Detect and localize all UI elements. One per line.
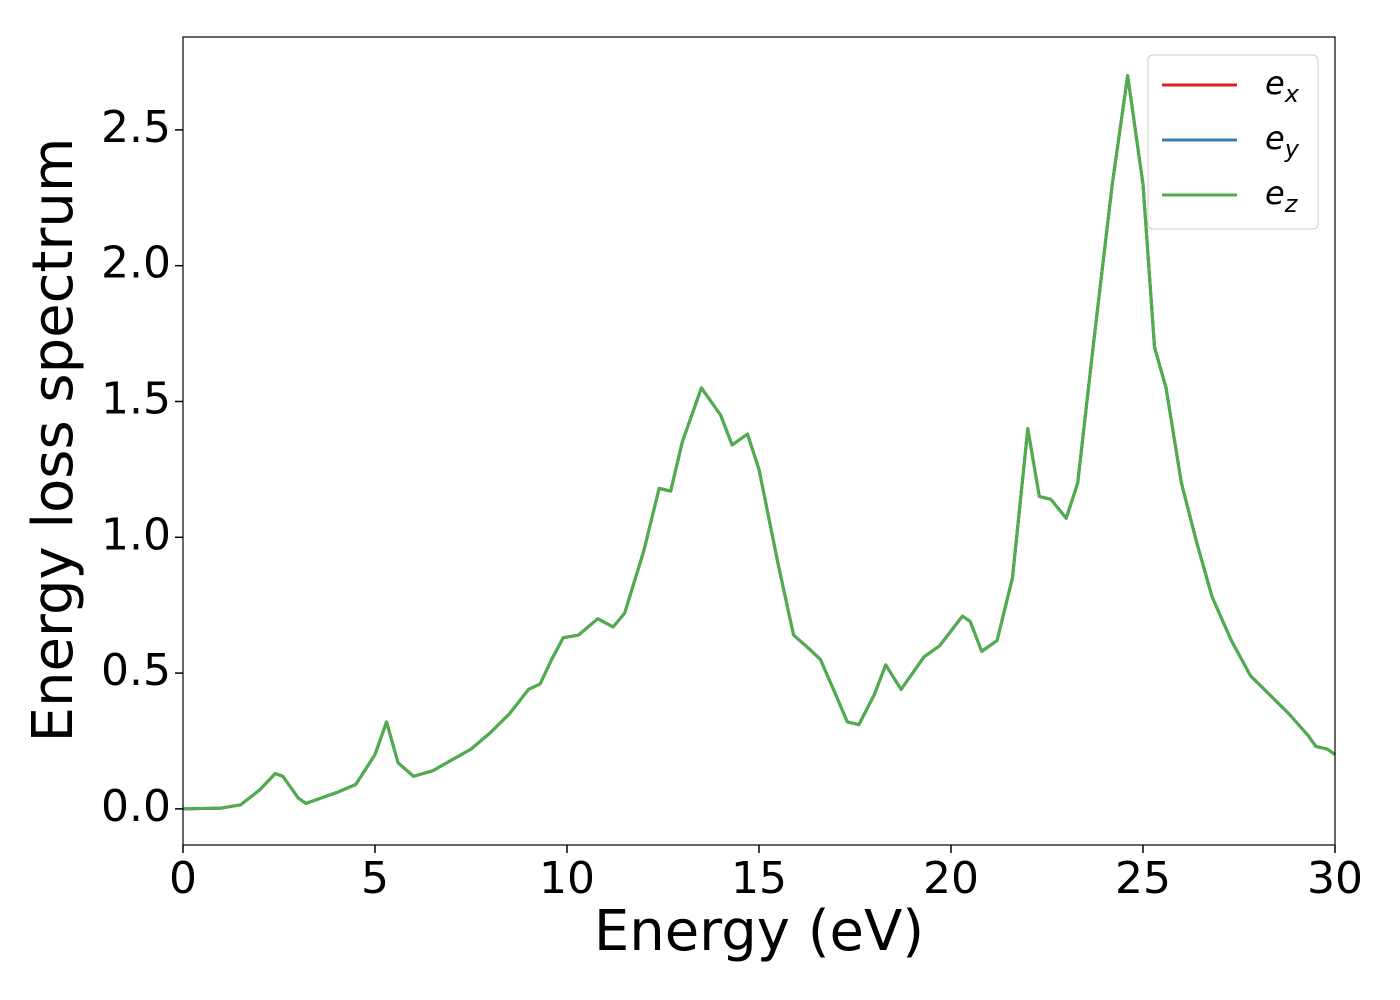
legend-subscript: z — [1284, 190, 1299, 218]
x-tick-label: 20 — [923, 853, 979, 904]
x-tick-label: 30 — [1307, 853, 1363, 904]
legend-subscript: y — [1284, 135, 1300, 163]
series-line — [182, 74, 1336, 811]
y-tick-label: 2.5 — [101, 102, 171, 153]
y-tick-label: 1.0 — [101, 509, 171, 560]
legend-subscript: x — [1284, 80, 1300, 108]
x-axis-label: Energy (eV) — [594, 899, 924, 964]
legend-name: e — [1265, 119, 1285, 157]
x-tick-label: 0 — [169, 853, 197, 904]
x-tick-label: 5 — [361, 853, 389, 904]
y-tick-label: 0.5 — [101, 645, 171, 696]
legend-name: e — [1265, 174, 1285, 212]
y-tick-label: 2.0 — [101, 238, 171, 289]
y-tick-label: 0.0 — [101, 781, 171, 832]
legend-label: ex — [1265, 64, 1300, 108]
legend-name: e — [1265, 64, 1285, 102]
y-axis-label: Energy loss spectrum — [21, 138, 86, 743]
y-tick-label: 1.5 — [101, 373, 171, 424]
x-tick-label: 10 — [539, 853, 595, 904]
legend-label: ez — [1265, 174, 1299, 218]
legend-box — [1147, 54, 1319, 230]
x-tick-label: 15 — [731, 853, 787, 904]
legend-label: ey — [1265, 119, 1300, 163]
x-tick-label: 25 — [1115, 853, 1171, 904]
axes-frame — [182, 36, 1336, 846]
